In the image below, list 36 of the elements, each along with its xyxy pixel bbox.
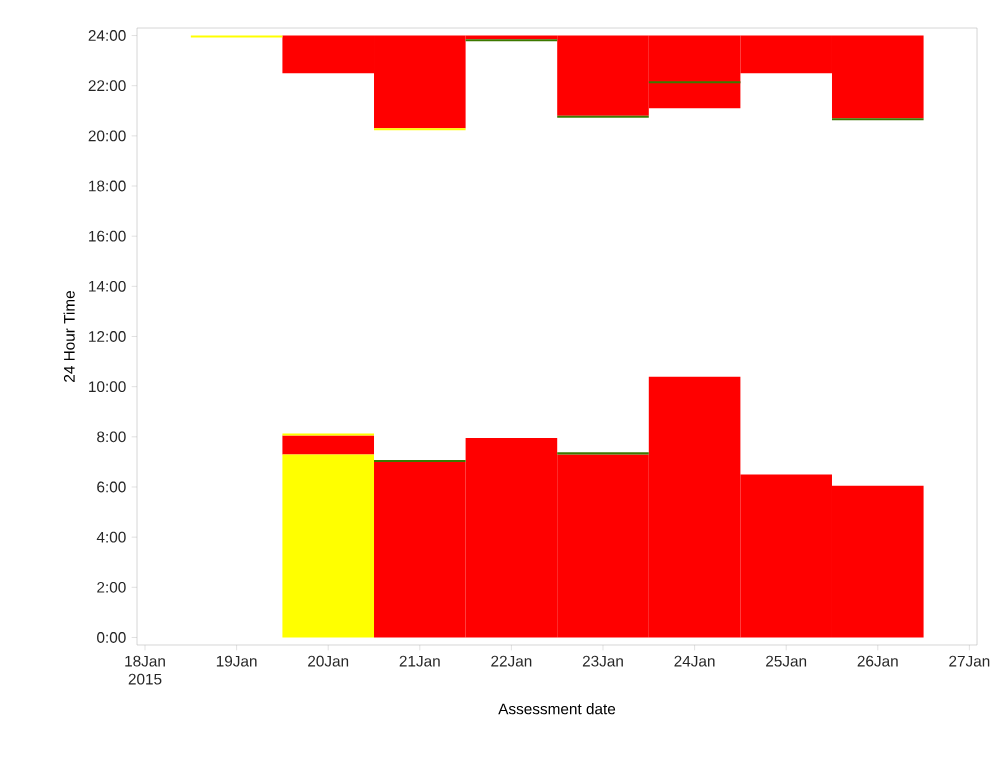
y-tick-label: 10:00 xyxy=(89,381,126,393)
bar xyxy=(557,452,649,455)
x-tick-label: 19Jan xyxy=(216,655,257,667)
x-tick-label: 24Jan xyxy=(674,655,715,667)
y-tick-label: 6:00 xyxy=(97,481,126,493)
bar xyxy=(465,39,558,42)
y-tick-label: 12:00 xyxy=(89,331,126,342)
bar xyxy=(374,128,466,131)
y-axis-title: 24 Hour Time xyxy=(63,291,75,382)
y-tick-label: 2:00 xyxy=(97,581,126,593)
y-tick-label: 8:00 xyxy=(97,431,126,443)
bar xyxy=(374,459,466,462)
bar xyxy=(282,454,375,638)
bar xyxy=(282,433,375,436)
x-axis-title: Assessment date xyxy=(498,703,616,715)
bar xyxy=(831,118,924,121)
x-tick-label: 23Jan xyxy=(582,655,623,667)
x-tick-label: 26Jan xyxy=(857,655,898,667)
x-tick-label: 27Jan xyxy=(949,655,990,667)
x-tick-label: 25Jan xyxy=(766,655,807,667)
y-tick-label: 16:00 xyxy=(89,230,126,242)
x-tick-label: 18Jan 2015 xyxy=(125,655,165,685)
bar xyxy=(282,435,375,455)
y-tick-label: 14:00 xyxy=(89,280,126,292)
bar xyxy=(557,115,649,118)
y-tick-label: 4:00 xyxy=(96,531,126,543)
y-tick-label: 18:00 xyxy=(89,180,126,192)
y-tick-label: 24:00 xyxy=(88,30,126,41)
y-tick-label: 22:00 xyxy=(88,80,126,92)
x-tick-label: 22Jan xyxy=(491,655,532,667)
y-tick-label: 0:00 xyxy=(97,632,126,643)
x-tick-label: 21Jan xyxy=(399,655,440,667)
x-tick-label: 20Jan xyxy=(308,655,349,667)
bar xyxy=(648,81,741,84)
bar xyxy=(190,35,283,38)
y-tick-label: 20:00 xyxy=(88,130,126,142)
